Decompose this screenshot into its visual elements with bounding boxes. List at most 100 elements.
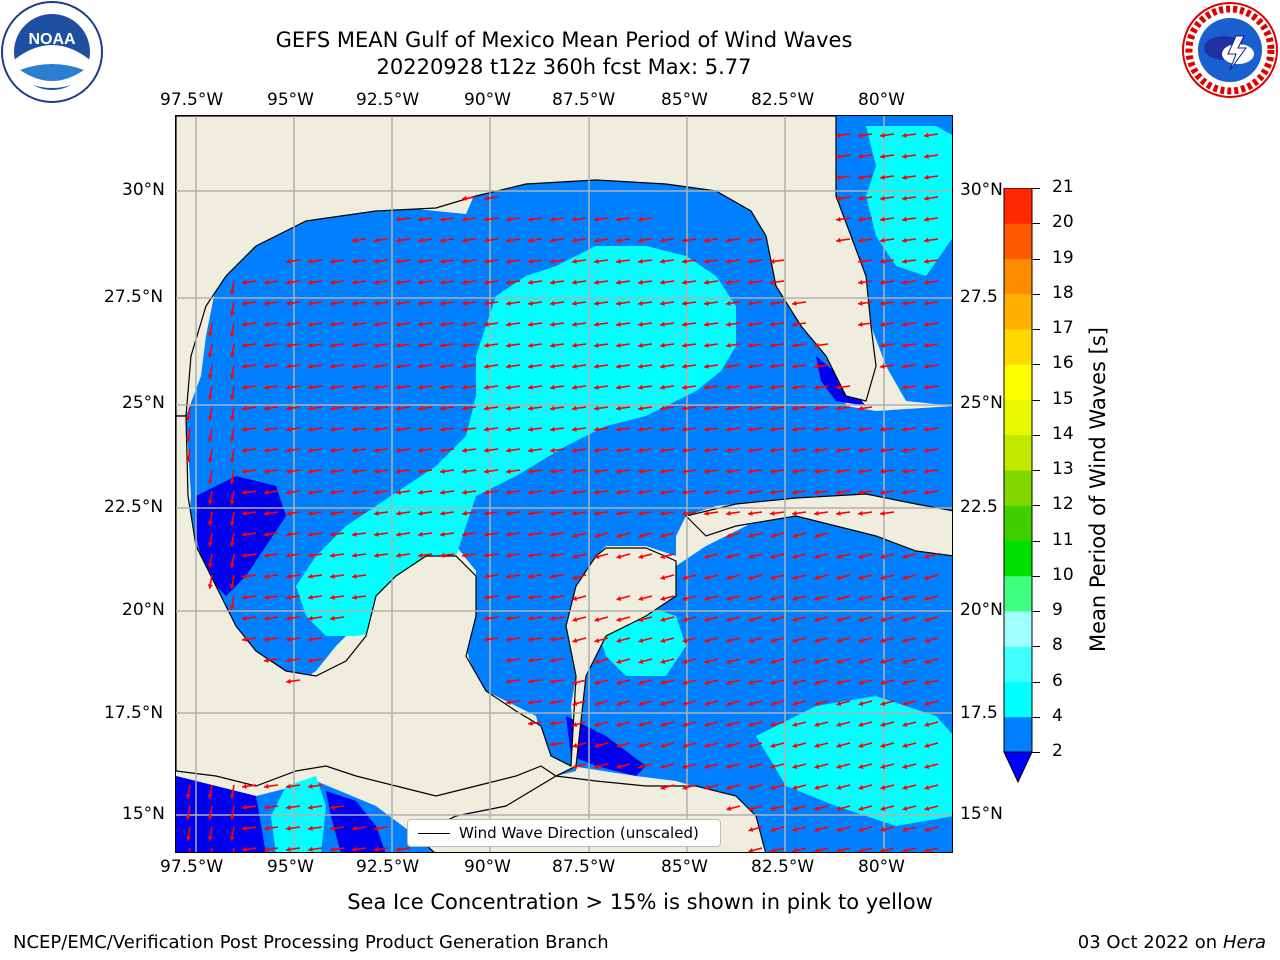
wind-wave-arrow [330, 279, 345, 285]
wind-wave-arrow [792, 363, 807, 369]
wind-wave-arrow [748, 742, 763, 749]
colorbar-segment [1004, 646, 1032, 682]
wind-wave-arrow [924, 489, 939, 495]
wind-wave-arrow [682, 447, 697, 453]
wind-wave-arrow [352, 552, 367, 558]
wind-wave-arrow [858, 426, 873, 432]
wind-wave-arrow [550, 363, 565, 369]
wind-wave-arrow [286, 657, 301, 663]
wind-wave-arrow [506, 321, 521, 327]
wind-wave-arrow [484, 447, 499, 453]
wind-wave-arrow [748, 574, 763, 581]
wind-wave-arrow [880, 447, 895, 453]
wind-wave-arrow [902, 679, 917, 686]
legend-line-sample [418, 833, 450, 834]
wind-wave-arrow [418, 342, 433, 348]
wind-wave-arrow [594, 363, 609, 369]
wind-wave-arrow [880, 174, 895, 180]
wind-wave-arrow [242, 300, 257, 306]
wind-wave-arrow [308, 825, 323, 831]
wind-wave-arrow [550, 552, 565, 558]
colorbar-tick-label: 9 [1052, 600, 1063, 620]
wind-wave-arrow [880, 195, 895, 201]
wind-wave-arrow [594, 384, 609, 390]
wind-wave-arrow [264, 426, 279, 432]
wind-wave-arrow [924, 553, 939, 560]
wind-wave-arrow [902, 426, 917, 432]
wind-wave-arrow [814, 384, 829, 390]
wind-wave-arrow [880, 237, 895, 243]
wind-wave-arrow [462, 468, 477, 474]
wind-wave-arrow [242, 594, 257, 600]
wind-wave-arrow [638, 216, 653, 222]
wind-wave-arrow [506, 426, 521, 432]
wind-wave-arrow [418, 468, 433, 474]
wind-wave-arrow [616, 489, 631, 495]
wind-wave-arrow [308, 300, 323, 306]
wind-wave-arrow [616, 763, 631, 770]
wind-wave-arrow [572, 363, 587, 369]
wind-wave-arrow [572, 553, 587, 560]
wind-wave-arrow [924, 637, 939, 644]
wind-wave-arrow [682, 679, 697, 686]
wind-wave-arrow [308, 552, 323, 558]
wind-wave-arrow [330, 363, 345, 369]
wind-wave-arrow [616, 510, 631, 516]
wind-wave-arrow [616, 742, 631, 749]
wind-wave-arrow [229, 511, 235, 526]
wind-wave-arrow [506, 300, 521, 306]
wind-wave-arrow [682, 658, 697, 665]
wind-wave-arrow [550, 426, 565, 432]
lon-label-top: 80°W [858, 90, 905, 110]
wind-wave-arrow [814, 679, 829, 686]
wind-wave-arrow [506, 237, 521, 243]
wind-wave-arrow [880, 468, 895, 474]
wind-wave-arrow [308, 804, 323, 810]
wind-wave-arrow [616, 658, 631, 665]
wind-wave-arrow [726, 700, 741, 707]
lat-label-right: 15°N [960, 804, 1003, 824]
wind-wave-arrow [528, 489, 543, 495]
wind-wave-arrow [836, 784, 851, 791]
wind-wave-arrow [880, 595, 895, 602]
mexico-land [176, 415, 677, 797]
wind-wave-arrow [572, 342, 587, 348]
wind-wave-arrow [748, 847, 763, 852]
wind-wave-arrow [704, 405, 719, 411]
wind-wave-arrow [330, 594, 345, 600]
wind-wave-arrow [594, 279, 609, 285]
wind-wave-arrow [836, 384, 851, 390]
wind-wave-arrow [858, 489, 873, 495]
wind-wave-arrow [836, 637, 851, 644]
wind-wave-arrow [682, 700, 697, 707]
wind-wave-arrow [440, 384, 455, 390]
wind-wave-arrow [748, 489, 763, 495]
lat-label-left: 30°N [122, 180, 165, 200]
wind-wave-arrow [462, 384, 477, 390]
wind-wave-arrow [902, 174, 917, 180]
wind-wave-arrow [506, 342, 521, 348]
wind-wave-arrow [330, 405, 345, 411]
wind-wave-arrow [550, 216, 565, 222]
wind-wave-arrow [308, 615, 323, 621]
wind-wave-arrow [594, 616, 609, 623]
wind-wave-arrow [924, 258, 939, 264]
wind-wave-arrow [836, 489, 851, 495]
wind-wave-arrow [748, 363, 763, 369]
wind-wave-arrow [594, 321, 609, 327]
wind-wave-arrow [286, 258, 301, 264]
wind-wave-arrow [682, 637, 697, 644]
wind-wave-arrow [330, 825, 345, 831]
wind-wave-arrow [770, 447, 785, 453]
wind-wave-arrow [286, 552, 301, 558]
wind-wave-arrow [880, 258, 895, 264]
wind-wave-arrow [264, 615, 279, 621]
wind-wave-arrow [814, 826, 829, 833]
wind-wave-arrow [286, 384, 301, 390]
wind-wave-arrow [726, 742, 741, 749]
wind-wave-arrow [836, 195, 851, 201]
wind-wave-arrow [594, 447, 609, 453]
colorbar-tick-label: 19 [1052, 247, 1074, 268]
colorbar-segment [1004, 188, 1032, 224]
wind-wave-arrow [352, 594, 367, 600]
